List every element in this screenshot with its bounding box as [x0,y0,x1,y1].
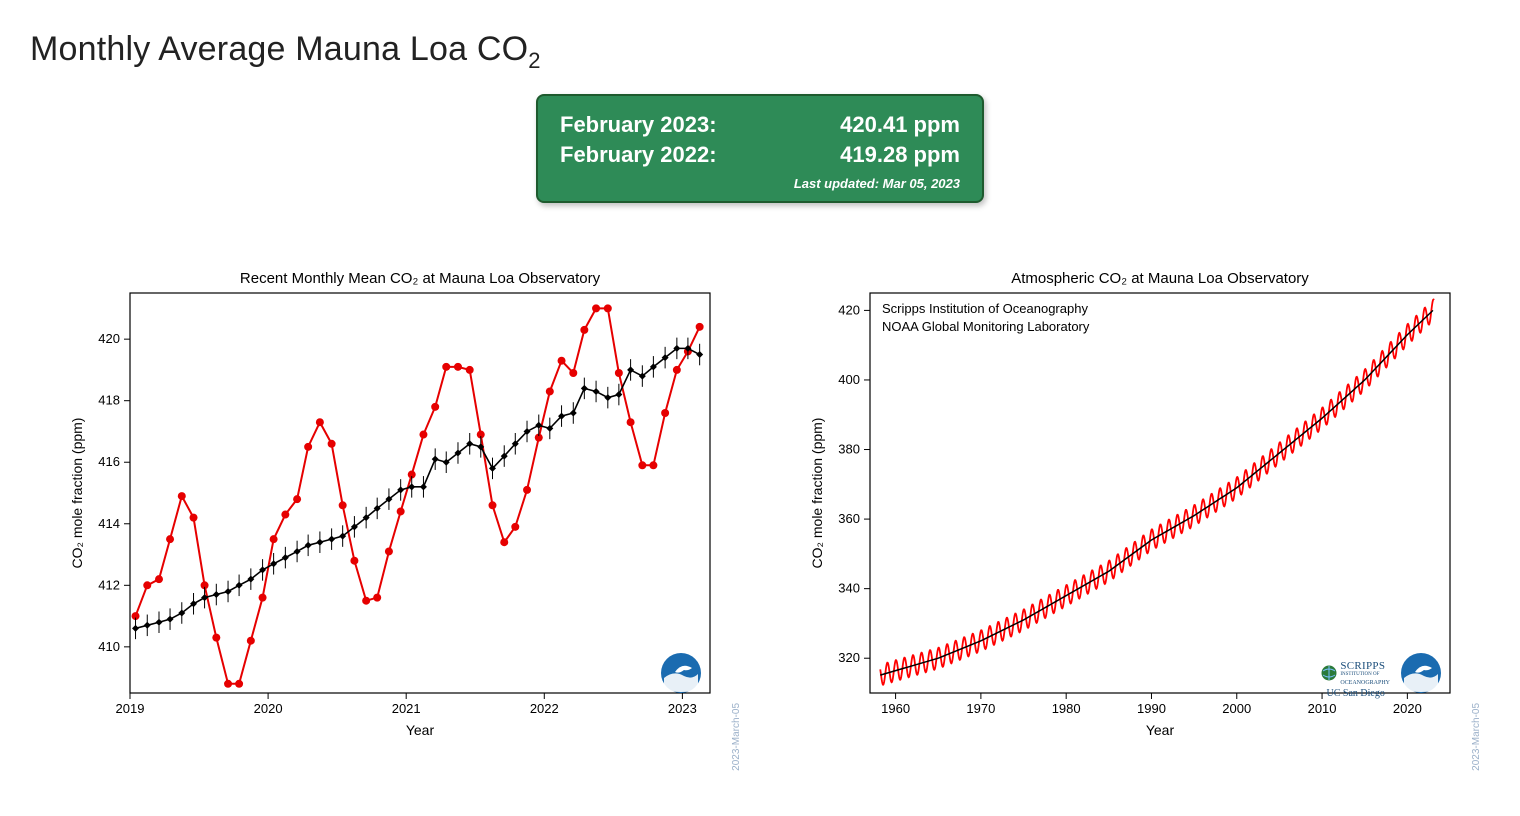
svg-text:380: 380 [838,441,860,456]
svg-text:320: 320 [838,650,860,665]
svg-text:414: 414 [98,516,120,531]
noaa-logo-icon [1400,652,1442,699]
summary-label: February 2023: [560,110,787,140]
svg-text:Scripps Institution of Oceanog: Scripps Institution of Oceanography [882,301,1088,316]
svg-text:Atmospheric CO₂ at Mauna Loa O: Atmospheric CO₂ at Mauna Loa Observatory [1011,270,1309,287]
svg-text:400: 400 [838,372,860,387]
svg-text:2000: 2000 [1222,701,1251,716]
svg-text:Recent Monthly Mean CO₂ at Mau: Recent Monthly Mean CO₂ at Mauna Loa Obs… [240,270,601,287]
svg-text:418: 418 [98,392,120,407]
svg-text:2021: 2021 [392,701,421,716]
svg-text:CO₂ mole fraction (ppm): CO₂ mole fraction (ppm) [809,417,825,568]
scripps-logo: SCRIPPSINSTITUTION OFOCEANOGRAPHY UC San… [1321,661,1390,699]
svg-text:2020: 2020 [254,701,283,716]
summary-value: 420.41 ppm [787,110,960,140]
svg-text:2020: 2020 [1393,701,1422,716]
svg-text:420: 420 [98,331,120,346]
summary-label: February 2022: [560,140,787,170]
chart-right-wrap: 1960 1970 1980 1990 2000 2010 2020 320 340 360 380… [790,263,1470,743]
svg-text:340: 340 [838,580,860,595]
svg-text:360: 360 [838,511,860,526]
svg-text:420: 420 [838,302,860,317]
summary-box: February 2023: 420.41 ppm February 2022:… [536,94,984,203]
svg-text:2023: 2023 [668,701,697,716]
summary-row: February 2022: 419.28 ppm [560,140,960,170]
svg-text:Year: Year [1146,722,1175,738]
svg-text:416: 416 [98,454,120,469]
summary-updated: Last updated: Mar 05, 2023 [560,176,960,191]
svg-text:1990: 1990 [1137,701,1166,716]
svg-text:Year: Year [406,722,435,738]
chart-left-wrap: 2019 2020 2021 2022 2023 410 412 414 416 418 420 Ye… [50,263,730,743]
globe-icon [1321,665,1337,681]
chart-left: 2019 2020 2021 2022 2023 410 412 414 416 418 420 Ye… [50,263,730,743]
noaa-logo-icon [660,652,702,699]
chart-left-watermark: 2023-March-05 [731,703,742,771]
svg-text:NOAA Global Monitoring Laborat: NOAA Global Monitoring Laboratory [882,319,1090,334]
svg-text:2010: 2010 [1308,701,1337,716]
page-title: Monthly Average Mauna Loa CO2 [30,30,1490,74]
svg-text:1980: 1980 [1052,701,1081,716]
svg-text:2022: 2022 [530,701,559,716]
svg-text:1970: 1970 [966,701,995,716]
page-title-text: Monthly Average Mauna Loa CO2 [30,30,541,68]
chart-right-watermark: 2023-March-05 [1471,703,1482,771]
summary-value: 419.28 ppm [787,140,960,170]
svg-text:2019: 2019 [116,701,145,716]
svg-text:1960: 1960 [881,701,910,716]
summary-row: February 2023: 420.41 ppm [560,110,960,140]
svg-text:CO₂ mole fraction (ppm): CO₂ mole fraction (ppm) [69,417,85,568]
svg-text:412: 412 [98,577,120,592]
svg-text:410: 410 [98,639,120,654]
